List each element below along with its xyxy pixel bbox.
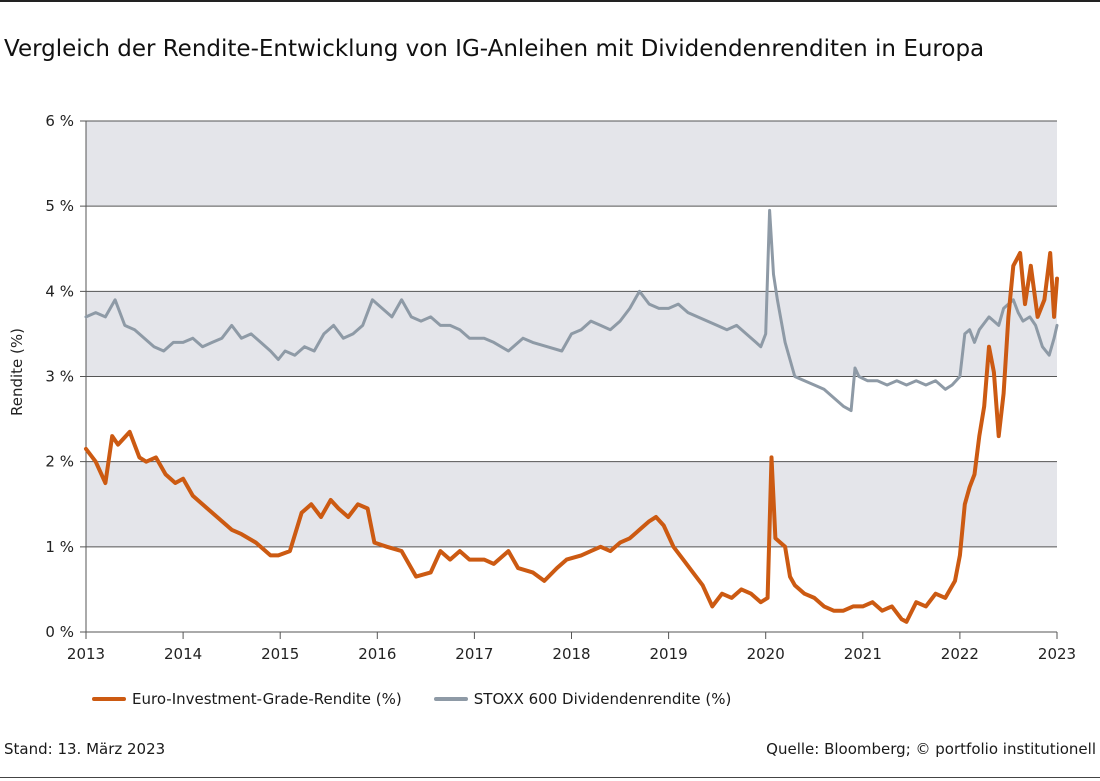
y-tick-label: 3 % xyxy=(45,368,74,386)
x-tick-label: 2013 xyxy=(67,645,105,663)
legend-swatch-ig xyxy=(92,697,126,701)
gridlines xyxy=(80,120,1057,633)
shaded-band-2 xyxy=(86,121,1057,207)
y-axis-title: Rendite (%) xyxy=(8,328,26,416)
y-tick-label: 6 % xyxy=(45,112,74,130)
y-tick-label: 5 % xyxy=(45,197,74,215)
y-tick-label: 2 % xyxy=(45,453,74,471)
legend-label-ig: Euro-Investment-Grade-Rendite (%) xyxy=(132,690,402,708)
series-line-stoxx xyxy=(84,208,1059,413)
source-note: Quelle: Bloomberg; © portfolio instituti… xyxy=(766,740,1096,758)
x-tick-label: 2016 xyxy=(358,645,396,663)
y-axis-ticks: 0 % 1 % 2 % 3 % 4 % 5 % 6 % xyxy=(45,112,74,641)
x-tick-label: 2015 xyxy=(261,645,299,663)
x-tick-label: 2017 xyxy=(455,645,493,663)
x-tick-label: 2020 xyxy=(747,645,785,663)
series-lines xyxy=(84,208,1059,624)
series-line-ig xyxy=(84,251,1059,624)
x-tick-label: 2022 xyxy=(941,645,979,663)
x-tick-label: 2014 xyxy=(164,645,202,663)
shaded-band-0 xyxy=(86,461,1057,547)
bottom-rule xyxy=(0,777,1100,778)
legend-item-stoxx: STOXX 600 Dividendenrendite (%) xyxy=(433,690,732,708)
x-axis-ticks: 2013 2014 2015 2016 2017 2018 2019 2020 2021 2022… xyxy=(67,632,1076,663)
chart-title: Vergleich der Rendite-Entwicklung von IG… xyxy=(4,36,985,62)
legend-label-stoxx: STOXX 600 Dividendenrendite (%) xyxy=(473,690,732,708)
y-tick-label: 1 % xyxy=(45,538,74,556)
date-stamp: Stand: 13. März 2023 xyxy=(4,740,166,758)
line-chart: 2013 2014 2015 2016 2017 2018 2019 2020 2021 2022… xyxy=(8,112,1076,663)
x-tick-label: 2019 xyxy=(650,645,688,663)
y-tick-label: 0 % xyxy=(45,623,74,641)
x-tick-label: 2018 xyxy=(552,645,590,663)
y-tick-label: 4 % xyxy=(45,282,74,300)
top-rule xyxy=(0,0,1100,2)
legend: Euro-Investment-Grade-Rendite (%) STOXX … xyxy=(92,690,731,708)
legend-item-ig: Euro-Investment-Grade-Rendite (%) xyxy=(92,690,402,708)
legend-swatch-stoxx xyxy=(433,697,468,701)
x-tick-label: 2021 xyxy=(844,645,882,663)
x-tick-label: 2023 xyxy=(1038,645,1076,663)
